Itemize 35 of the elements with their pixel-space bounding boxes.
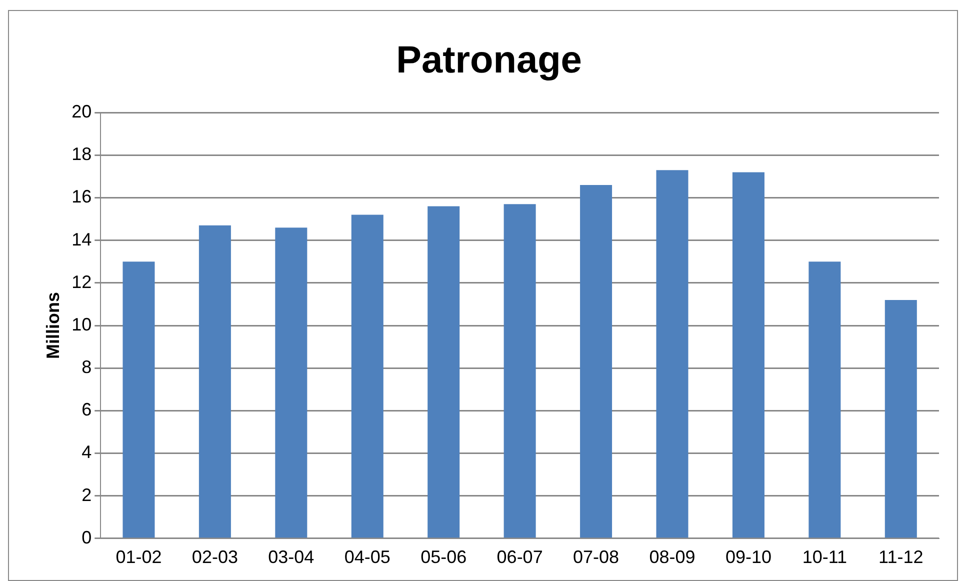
bar [428, 206, 460, 538]
x-tick-label: 02-03 [192, 547, 238, 568]
x-tick-label: 01-02 [116, 547, 162, 568]
y-tick-label: 16 [72, 186, 92, 207]
y-tick-label: 10 [72, 314, 92, 334]
bar [732, 172, 764, 538]
y-tick-label: 4 [82, 442, 92, 462]
x-tick-label: 07-08 [573, 547, 620, 568]
y-axis-title: Millions [42, 292, 63, 359]
y-tick-label: 20 [72, 102, 92, 122]
chart-title: Patronage [396, 39, 582, 82]
x-tick-label: 04-05 [344, 547, 390, 568]
bar [351, 214, 384, 538]
y-tick-label: 12 [72, 272, 92, 292]
y-tick-label: 18 [72, 144, 92, 164]
x-tick-label: 09-10 [725, 547, 772, 568]
bar [884, 300, 917, 538]
y-tick-label: 0 [82, 527, 92, 548]
bar [656, 170, 688, 538]
bar [808, 262, 841, 538]
x-tick-label: 05-06 [420, 547, 467, 568]
bar [198, 225, 231, 538]
y-tick-label: 8 [82, 357, 92, 378]
bar [504, 204, 536, 538]
bar [580, 184, 612, 538]
x-tick-label: 06-07 [496, 547, 543, 568]
y-tick-label: 2 [82, 484, 92, 505]
x-tick-label: 10-11 [802, 547, 848, 568]
y-tick-label: 14 [72, 229, 92, 250]
x-tick-label: 11-12 [878, 547, 924, 568]
x-tick-label: 03-04 [268, 547, 314, 568]
bar [275, 228, 308, 538]
y-tick-label: 6 [82, 400, 92, 420]
x-tick-label: 08-09 [649, 547, 696, 568]
bar [122, 262, 155, 538]
